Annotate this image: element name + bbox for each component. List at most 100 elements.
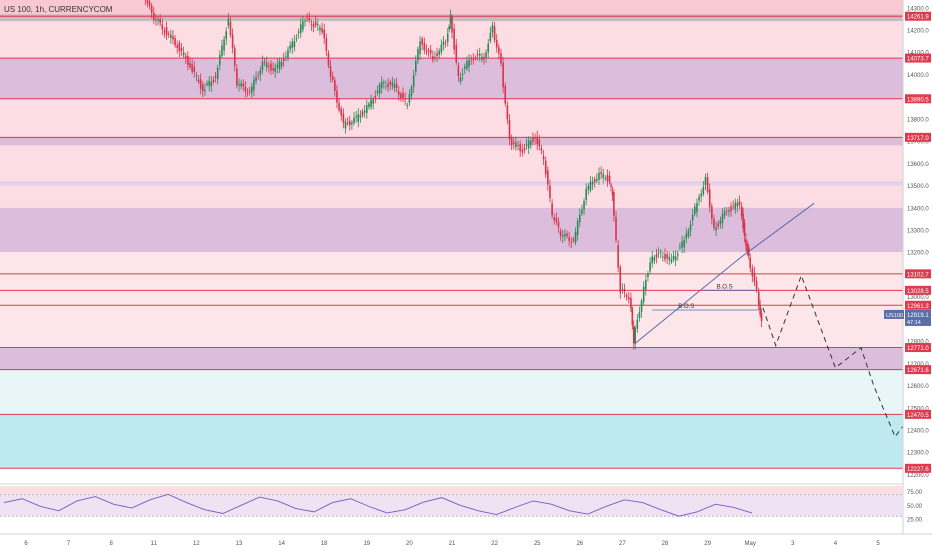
candle-body <box>694 206 696 214</box>
candle-body <box>223 39 225 51</box>
candle-body <box>221 45 223 56</box>
candle-body <box>519 144 521 151</box>
level-tag-label: 12227.6 <box>907 467 929 473</box>
candle-body <box>498 47 500 54</box>
price-tick-label: 13800.0 <box>907 117 929 123</box>
candle-body <box>674 256 677 261</box>
candle-body <box>606 175 609 182</box>
bos-label: B.O.S <box>717 284 733 290</box>
candle-body <box>238 84 240 86</box>
candle-body <box>195 74 198 76</box>
time-tick-label: 28 <box>662 541 669 547</box>
candle-body <box>395 83 398 88</box>
candle-body <box>668 256 671 260</box>
candle-body <box>604 177 607 179</box>
candle-body <box>448 26 450 30</box>
candle-body <box>581 209 583 214</box>
price-tick-label: 13600.0 <box>907 162 929 168</box>
candle-body <box>204 89 206 91</box>
price-tick-label: 13400.0 <box>907 206 929 212</box>
candle-body <box>672 256 675 260</box>
rsi-tick-label: 75.00 <box>907 490 923 496</box>
candle-body <box>191 64 193 72</box>
candle-body <box>197 79 200 83</box>
candle-body <box>476 53 479 55</box>
candle-body <box>700 193 703 197</box>
level-tag-label: 12771.0 <box>907 346 929 352</box>
candle-body <box>647 273 649 278</box>
candle-body <box>743 222 746 237</box>
time-tick-label: 20 <box>406 541 413 547</box>
candle-body <box>564 233 566 237</box>
candle-body <box>523 148 526 151</box>
candle-body <box>623 288 626 292</box>
candle-body <box>380 81 383 89</box>
candle-body <box>508 120 511 140</box>
time-tick-label: 29 <box>704 541 711 547</box>
time-tick-label: 18 <box>321 541 328 547</box>
candle-body <box>670 259 673 262</box>
candle-body <box>167 33 170 35</box>
time-tick-label: 22 <box>491 541 498 547</box>
candle-body <box>734 202 737 210</box>
candle-body <box>250 86 253 94</box>
candle-body <box>400 93 402 98</box>
candle-body <box>711 206 713 219</box>
candle-body <box>161 24 164 30</box>
candle-body <box>715 227 717 231</box>
candle-body <box>649 262 651 272</box>
candle-body <box>544 160 547 175</box>
rsi-tick-label: 50.00 <box>907 504 923 510</box>
candle-body <box>261 61 264 70</box>
candle-body <box>655 254 658 258</box>
candle-body <box>244 87 247 92</box>
candle-body <box>662 256 664 258</box>
candle-body <box>323 29 325 39</box>
candle-body <box>417 49 419 61</box>
candle-body <box>517 145 519 146</box>
candle-body <box>216 67 219 79</box>
level-tag <box>905 53 931 63</box>
candle-body <box>438 50 441 55</box>
candle-body <box>389 81 392 85</box>
candle-body <box>702 186 705 195</box>
candle-body <box>547 170 549 185</box>
candle-body <box>538 139 541 147</box>
candle-body <box>510 138 513 146</box>
candle-body <box>293 41 296 47</box>
symbol-tag-label: US100 <box>886 313 903 319</box>
candle-body <box>566 233 568 237</box>
candle-body <box>666 254 668 259</box>
candle-body <box>653 257 656 261</box>
candle-body <box>757 291 760 306</box>
time-tick-label: 5 <box>876 541 880 547</box>
candle-body <box>410 86 413 96</box>
price-tick-label: 14300.0 <box>907 6 929 12</box>
candle-body <box>527 140 530 148</box>
candle-body <box>730 206 732 211</box>
candle-body <box>289 45 291 50</box>
candle-body <box>589 181 592 191</box>
candle-body <box>306 16 308 18</box>
level-tag <box>905 409 931 419</box>
candle-body <box>532 138 534 142</box>
candle-body <box>745 239 747 246</box>
candle-body <box>255 77 257 82</box>
zone-band <box>0 137 903 146</box>
time-tick-label: 7 <box>67 541 71 547</box>
time-tick-label: 14 <box>278 541 285 547</box>
candle-body <box>504 86 507 104</box>
candle-body <box>150 5 153 13</box>
candle-body <box>199 79 202 89</box>
zone-band <box>0 347 903 370</box>
level-tag-label: 12470.5 <box>907 413 929 419</box>
level-tag <box>905 365 931 375</box>
candle-body <box>170 34 172 38</box>
candle-body <box>329 65 332 77</box>
candle-body <box>759 305 761 315</box>
candle-body <box>408 94 411 103</box>
candle-body <box>257 75 259 77</box>
candle-body <box>738 201 741 206</box>
